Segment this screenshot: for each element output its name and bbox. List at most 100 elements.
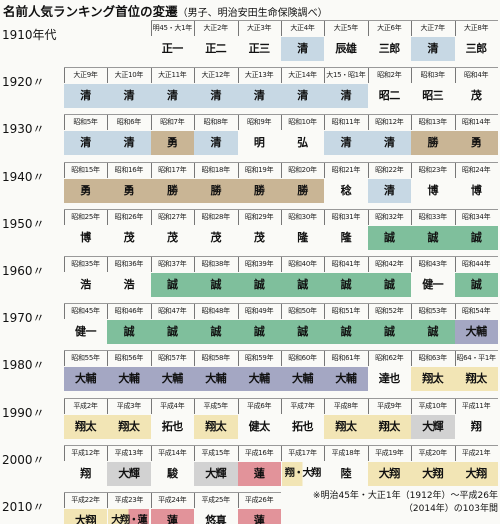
year-cell: 平成13年 大輝: [107, 444, 151, 489]
year-label: 昭和29年: [244, 212, 274, 221]
year-label: 昭和48年: [201, 307, 230, 316]
cell-divider: [194, 67, 196, 84]
year-cell: 平成17年 翔・大翔: [281, 444, 324, 489]
year-label: 大正2年: [203, 24, 229, 32]
year-cell: 昭和35年浩: [64, 256, 107, 300]
year-label: 大正6年: [377, 24, 402, 32]
top-name: 勝: [427, 136, 438, 150]
year-label: 平成25年: [201, 496, 230, 504]
decade-label: 1950〃: [2, 216, 45, 231]
year-label: 昭和43年: [418, 260, 447, 268]
year-label: 昭和7年: [160, 118, 185, 127]
top-name: 大輔: [161, 372, 184, 386]
year-label: 大正5年: [333, 24, 359, 32]
cell-divider: [194, 161, 196, 178]
top-name: 大輔: [335, 372, 357, 386]
year-label: 平成11年: [461, 401, 491, 410]
top-name: 大輔: [118, 372, 140, 386]
row-rule: [150, 20, 498, 21]
top-name: 拓也: [161, 419, 184, 433]
year-cell: 大正6年 三郎: [367, 20, 411, 64]
year-label: 大正11年: [158, 71, 187, 80]
year-label: 昭和11年: [331, 118, 361, 127]
top-name: 誠: [297, 325, 308, 339]
highlight-band: [281, 367, 325, 392]
highlight-band: [237, 178, 281, 203]
top-name: 清: [384, 136, 395, 150]
row-rule: [64, 350, 498, 352]
year-label: 大正14年: [288, 71, 317, 80]
highlight-band: [150, 178, 195, 203]
year-label: 昭和59年: [244, 354, 274, 363]
year-cell: 平成23年 大翔・蓮: [107, 492, 150, 524]
cell-divider: [150, 303, 152, 320]
year-cell: 昭和36年浩: [107, 256, 150, 300]
highlight-band: [367, 320, 412, 345]
top-name: 誠: [427, 325, 438, 339]
top-name: 駿: [167, 466, 178, 480]
highlight-band: [454, 367, 498, 392]
year-label: 昭和35年: [71, 260, 100, 268]
highlight-band: [194, 414, 238, 439]
year-cell: 昭和40年誠: [281, 256, 325, 300]
cell-divider: [411, 208, 413, 225]
cell-divider: [324, 444, 326, 461]
highlight-band: [150, 84, 195, 109]
cell-divider: [411, 20, 413, 36]
year-label: 昭和27年: [158, 212, 187, 221]
top-name: 翔・大翔: [284, 467, 321, 479]
top-name: 翔太: [118, 419, 140, 433]
highlight-band: [454, 320, 498, 345]
top-name: 隆: [297, 230, 308, 244]
year-label: 昭和18年: [201, 165, 230, 174]
top-name: 誠: [167, 325, 178, 339]
cell-divider: [150, 20, 152, 36]
cell-divider: [454, 350, 456, 367]
cell-divider: [107, 397, 109, 414]
top-name: 清: [80, 89, 91, 103]
highlight-band: [64, 178, 108, 203]
cell-divider: [64, 397, 65, 414]
year-cell: 大正14年清: [281, 67, 325, 111]
top-name: 清: [210, 89, 221, 103]
year-label: 昭和42年: [375, 260, 404, 268]
cell-divider: [150, 208, 152, 225]
year-cell: 昭和46年誠: [107, 303, 151, 347]
top-name: 正三: [248, 42, 271, 55]
cell-divider: [150, 397, 152, 414]
top-name: 大翔・蓮: [111, 515, 147, 524]
cell-divider: [237, 161, 239, 178]
cell-divider: [454, 67, 456, 84]
top-name: 翔太: [335, 419, 357, 433]
year-cell: 昭和62年 達也: [367, 350, 411, 394]
year-label: 昭和51年: [331, 307, 361, 316]
year-label: 昭和53年: [418, 307, 447, 316]
cell-divider: [237, 208, 239, 225]
highlight-band: [64, 414, 108, 439]
year-label: 大正4年: [290, 24, 315, 32]
cell-divider: [194, 256, 196, 272]
cell-divider: [194, 397, 196, 414]
top-name: 健太: [248, 419, 271, 433]
cell-divider: [324, 161, 326, 178]
highlight-band: [367, 461, 412, 486]
top-name: 誠: [470, 230, 482, 244]
year-label: 昭和20年: [288, 165, 317, 174]
cell-divider: [367, 444, 369, 461]
decade-row: 2000〃 平成12年翔平成13年 大輝 平成14年駿平成15年 大輝 平成16年蓮平成1…: [0, 444, 500, 489]
year-label: 昭和56年: [114, 354, 144, 363]
cell-divider: [367, 256, 369, 272]
top-name: 清: [384, 183, 395, 197]
cell-divider: [107, 114, 109, 131]
top-name: 清: [297, 42, 308, 55]
year-label: 平成19年: [375, 448, 404, 457]
year-cell: 昭和60年 大輔: [281, 350, 325, 394]
year-label: 昭和63年: [418, 354, 447, 363]
cell-divider: [237, 350, 239, 367]
year-label: 平成5年: [203, 401, 229, 410]
highlight-band: [367, 225, 412, 250]
highlight-band: [411, 367, 455, 392]
year-label: 昭和38年: [201, 260, 230, 268]
year-label: 昭和19年: [244, 165, 274, 174]
year-cell: 昭和10年弘: [281, 114, 324, 158]
